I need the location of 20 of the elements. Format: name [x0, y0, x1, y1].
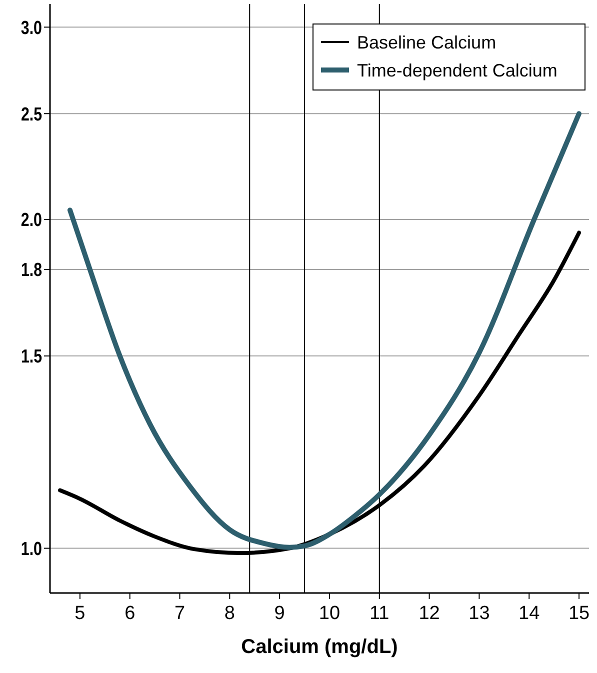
x-tick-label: 13	[468, 603, 490, 624]
legend-label: Baseline Calcium	[357, 32, 496, 52]
y-tick-label: 1.0	[20, 537, 42, 560]
x-tick-label: 9	[274, 603, 285, 624]
x-tick-label: 15	[568, 603, 590, 624]
x-tick-label: 10	[318, 603, 340, 624]
x-tick-label: 7	[174, 603, 186, 624]
legend-label: Time-dependent Calcium	[357, 60, 558, 80]
x-tick-label: 11	[370, 603, 390, 624]
y-tick-label: 1.8	[20, 258, 42, 281]
x-tick-label: 14	[518, 603, 540, 624]
y-tick-label: 1.5	[20, 344, 42, 367]
y-tick-label: 2.5	[20, 102, 42, 125]
x-tick-label: 8	[224, 603, 235, 624]
x-axis-title: Calcium (mg/dL)	[241, 636, 398, 658]
x-tick-label: 5	[74, 603, 86, 624]
y-tick-label: 2.0	[20, 208, 42, 231]
y-tick-label: 3.0	[20, 16, 42, 38]
x-tick-label: 12	[418, 603, 440, 624]
x-tick-label: 6	[124, 603, 136, 624]
